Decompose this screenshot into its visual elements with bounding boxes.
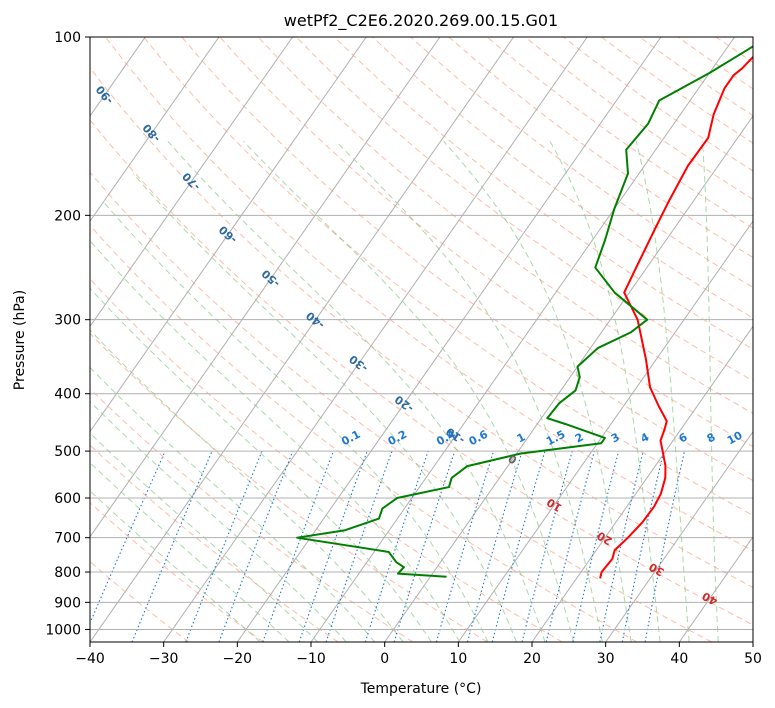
y-tick-label: 100 xyxy=(54,30,81,46)
isotherm-line xyxy=(90,37,515,642)
y-axis-ticks: 100 200 300 400 500 600 700 800 900 1000 xyxy=(45,30,90,638)
moist-adiabat-line xyxy=(103,201,489,642)
isotherm-line xyxy=(236,37,662,642)
y-tick-label: 200 xyxy=(54,208,81,224)
x-axis-label: Temperature (°C) xyxy=(360,681,482,697)
isotherm-line xyxy=(531,325,753,642)
x-tick-label: 20 xyxy=(523,651,541,667)
isotherm-line xyxy=(384,115,753,642)
dry-adiabat-line xyxy=(90,66,753,588)
isotherm-line xyxy=(678,535,753,642)
x-tick-label: 50 xyxy=(744,651,762,667)
x-tick-label: −30 xyxy=(149,651,179,667)
y-tick-label: 300 xyxy=(54,313,81,329)
isotherm-line xyxy=(90,37,220,223)
isotherm-line xyxy=(90,37,294,328)
dry-adiabat-line xyxy=(90,332,488,642)
mixing-ratio-line xyxy=(521,450,573,642)
dry-adiabat-line xyxy=(295,37,753,382)
y-tick-label: 1000 xyxy=(45,622,81,638)
moist-adiabat-line xyxy=(90,432,319,642)
isotherm-line xyxy=(90,37,441,538)
dry-adiabat-line xyxy=(90,278,563,642)
x-axis-ticks: −40 −30 −20 −10 0 10 20 30 40 50 xyxy=(75,642,762,667)
y-tick-label: 900 xyxy=(54,595,81,611)
isotherm-line xyxy=(163,37,588,642)
moist-adiabat-line xyxy=(90,462,290,642)
isotherm-line xyxy=(310,37,736,642)
mixing-ratio-line xyxy=(262,450,334,642)
dry-adiabat-line xyxy=(410,37,753,289)
mixing-ratio-line xyxy=(545,450,595,642)
mixing-ratio-line xyxy=(435,450,495,642)
x-tick-label: 10 xyxy=(449,651,467,667)
x-tick-label: −10 xyxy=(296,651,326,667)
mixing-ratio-label: 10 xyxy=(725,429,745,448)
dry-adiabat-line xyxy=(257,37,753,414)
mixing-ratio-line xyxy=(393,450,456,642)
mixing-ratio-line xyxy=(364,450,429,642)
sounding-series xyxy=(296,45,753,579)
moist-adiabat-line xyxy=(90,366,376,642)
mixing-ratio-line xyxy=(90,450,166,625)
y-axis-label: Pressure (hPa) xyxy=(12,290,28,390)
moist-adiabat-line xyxy=(90,240,461,642)
y-tick-label: 400 xyxy=(54,387,81,403)
mixing-ratio-line xyxy=(466,450,523,642)
x-tick-label: 30 xyxy=(597,651,615,667)
moist-adiabat-line xyxy=(90,490,261,642)
dry-adiabat-line xyxy=(105,37,753,552)
chart-title: wetPf2_C2E6.2020.269.00.15.G01 xyxy=(284,11,558,31)
x-tick-label: −40 xyxy=(75,651,105,667)
y-tick-label: 800 xyxy=(54,565,81,581)
pressure-gridlines xyxy=(90,37,753,630)
plot-frame xyxy=(89,36,754,643)
x-tick-label: −20 xyxy=(223,651,253,667)
dry-adiabat-line xyxy=(143,37,753,516)
isotherm-line xyxy=(457,220,753,642)
dry-adiabat-line xyxy=(90,171,712,642)
isotherm-line xyxy=(605,430,753,642)
moist-adiabat-line xyxy=(90,287,432,642)
mixing-ratio-line xyxy=(131,450,213,642)
x-tick-label: 0 xyxy=(380,651,389,667)
mixing-ratio-line xyxy=(218,450,294,642)
mixing-ratio-line xyxy=(572,450,620,642)
isotherm-line xyxy=(90,37,367,433)
x-tick-label: 40 xyxy=(670,651,688,667)
mixing-ratio-line xyxy=(185,450,263,642)
y-tick-label: 700 xyxy=(54,531,81,547)
y-tick-label: 600 xyxy=(54,491,81,507)
mixing-ratio-line xyxy=(298,450,368,642)
y-tick-label: 500 xyxy=(54,444,81,460)
temperature-profile-line xyxy=(599,55,753,579)
dry-adiabat-line xyxy=(90,501,264,642)
mixing-ratio-line xyxy=(325,450,393,642)
mixing-ratio-line xyxy=(599,450,644,642)
dry-adiabat-line xyxy=(219,37,753,448)
dry-adiabat-line xyxy=(90,119,753,626)
moist-adiabat-line xyxy=(132,173,517,642)
dewpoint-profile-line xyxy=(296,45,753,578)
mixing-ratio-line xyxy=(491,450,546,642)
